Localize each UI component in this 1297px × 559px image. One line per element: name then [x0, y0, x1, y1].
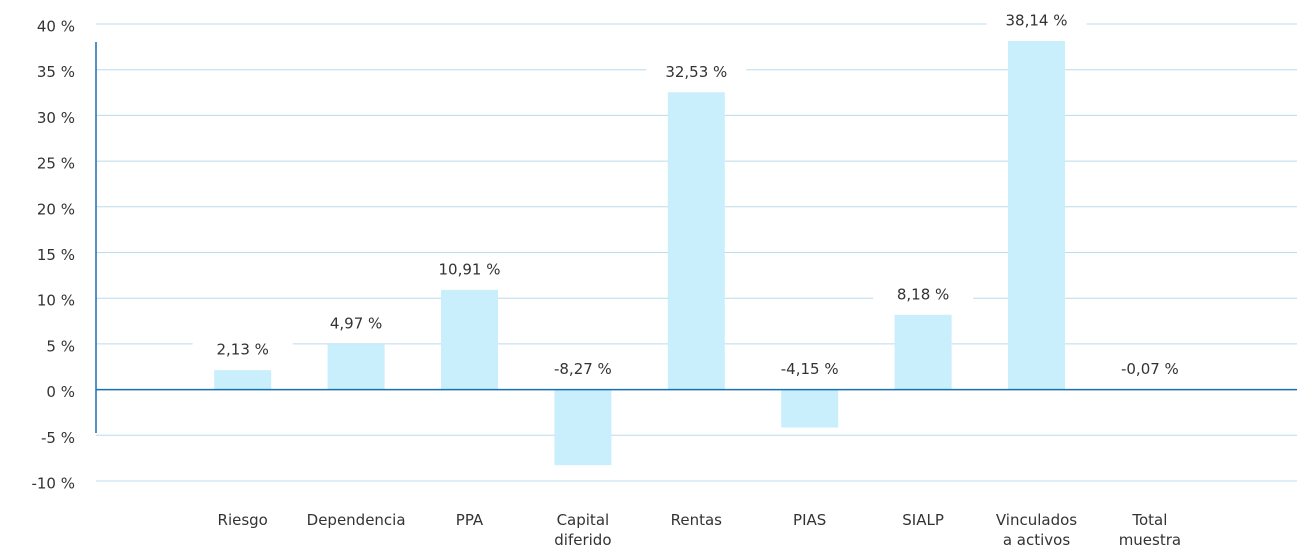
value-label: -8,27 % — [554, 360, 612, 378]
value-label-bg — [419, 258, 520, 281]
value-label-bg — [986, 10, 1087, 33]
y-tick-label: -5 % — [41, 429, 75, 447]
value-label: -4,15 % — [781, 360, 839, 378]
bar — [1008, 41, 1065, 390]
value-label-bg — [532, 358, 633, 381]
bar — [667, 92, 725, 390]
x-tick-label: Total muestra — [1118, 511, 1182, 549]
value-label: 10,91 % — [439, 260, 501, 278]
x-tick-label: SIALP — [902, 511, 944, 529]
y-tick-label: -10 % — [31, 475, 75, 493]
y-tick-label: 25 % — [37, 155, 75, 173]
value-label-bg — [646, 61, 747, 84]
y-tick-label: 15 % — [37, 246, 75, 264]
value-label: 2,13 % — [216, 341, 268, 359]
bar — [214, 370, 272, 390]
value-label-bg — [1099, 358, 1200, 381]
bar — [441, 289, 498, 390]
value-label-bg — [759, 358, 860, 381]
bar — [781, 389, 839, 428]
x-tick-label: PPA — [455, 511, 484, 529]
y-tick-label: 5 % — [46, 337, 75, 355]
x-tick-label: Dependencia — [306, 511, 406, 529]
value-label: 4,97 % — [330, 315, 382, 333]
y-tick-label: 0 % — [46, 383, 75, 401]
bar — [894, 314, 952, 390]
x-tick-label: PIAS — [793, 511, 827, 529]
value-label: 32,53 % — [665, 63, 727, 81]
value-label-bg — [192, 339, 293, 362]
x-tick-label: Vinculados a activos — [995, 511, 1078, 549]
value-label-bg — [873, 283, 974, 306]
bar — [327, 344, 385, 390]
value-label: 8,18 % — [897, 285, 949, 303]
value-label-bg — [306, 313, 407, 336]
x-tick-label: Rentas — [670, 511, 722, 529]
value-label: -0,07 % — [1121, 360, 1179, 378]
y-tick-label: 20 % — [37, 200, 75, 218]
bar — [554, 389, 612, 466]
value-label: 38,14 % — [1006, 12, 1068, 30]
y-tick-label: 10 % — [37, 292, 75, 310]
x-tick-label: Capital diferido — [554, 511, 612, 549]
y-tick-label: 35 % — [37, 63, 75, 81]
x-tick-label: Riesgo — [217, 511, 268, 529]
y-tick-label: 30 % — [37, 109, 75, 127]
y-tick-label: 40 % — [37, 18, 75, 36]
